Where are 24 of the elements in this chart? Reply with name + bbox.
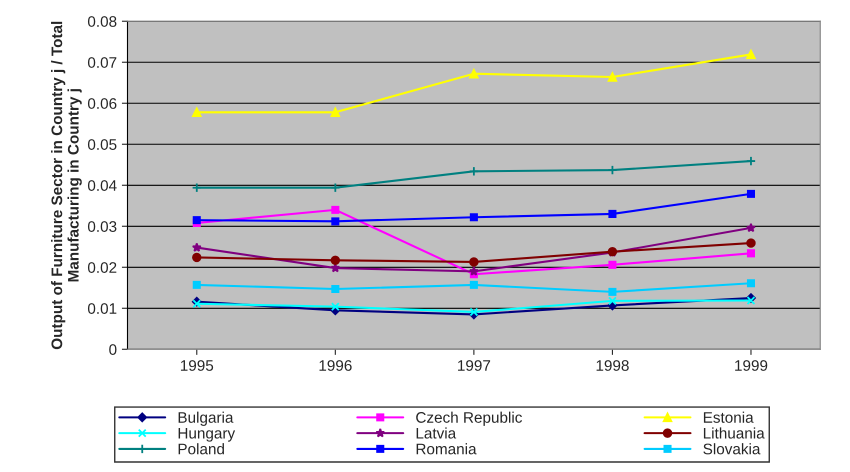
legend-label: Bulgaria xyxy=(178,412,234,426)
y-tick-label: 0.04 xyxy=(88,180,117,191)
legend-label: Latvia xyxy=(416,427,456,439)
y-tick-label: 0.01 xyxy=(88,303,116,314)
y-tick-label: 0.07 xyxy=(88,57,116,68)
legend-label: Slovakia xyxy=(703,443,760,454)
x-tick-label: 1999 xyxy=(735,360,768,371)
x-tick-label: 1996 xyxy=(320,360,352,371)
y-tick-label: 0 xyxy=(109,344,116,355)
y-tick-label: 0.05 xyxy=(88,139,116,150)
y-tick-label: 0.02 xyxy=(88,262,116,273)
legend-label: Poland xyxy=(178,443,224,454)
x-tick-label: 1995 xyxy=(180,360,214,371)
x-tick-label: 1998 xyxy=(596,360,629,371)
legend-label: Czech Republic xyxy=(416,412,522,426)
x-tick-label: 1997 xyxy=(458,360,490,371)
y-tick-label: 0.08 xyxy=(88,16,116,27)
y-axis-title: Output of Furniture Sector in Country j / Total Manufacturing in Country j xyxy=(51,22,82,350)
legend-label: Lithuania xyxy=(704,427,765,439)
legend-label: Hungary xyxy=(178,428,236,442)
y-tick-label: 0.06 xyxy=(88,98,116,109)
y-tick-label: 0.03 xyxy=(88,221,116,232)
legend-label: Romania xyxy=(416,443,477,454)
legend-label: Estonia xyxy=(704,412,754,423)
